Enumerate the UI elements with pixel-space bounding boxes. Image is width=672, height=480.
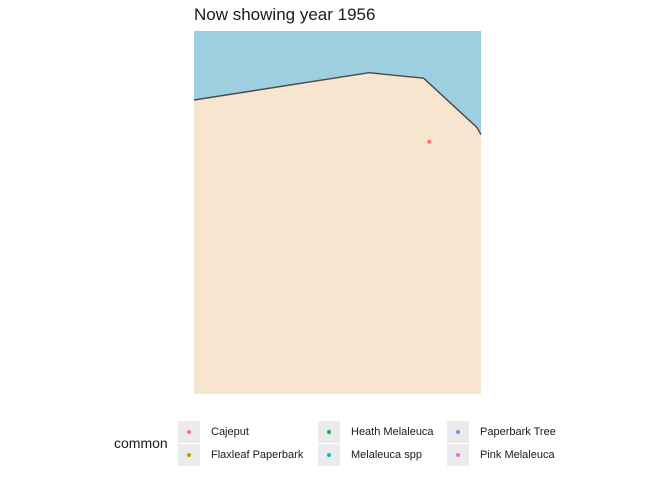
legend-dot-icon [456,430,460,434]
legend-key-melaleuca-spp [318,444,340,466]
coastline [193,71,482,135]
legend-dot-icon [187,453,191,457]
page-title: Now showing year 1956 [194,5,376,24]
legend-key-cajeput [178,421,200,443]
legend-label-cajeput: Cajeput [211,426,249,438]
legend-dot-icon [456,453,460,457]
legend-dot-icon [327,453,331,457]
legend-dot-icon [187,430,191,434]
observation-point [427,139,432,144]
legend-key-pink-melaleuca [447,444,469,466]
land-area [194,72,481,394]
legend-key-paperbark-tree [447,421,469,443]
legend-title: common [114,435,168,451]
legend-label-melaleuca-spp: Melaleuca spp [351,449,422,461]
legend-key-flaxleaf-paperbark [178,444,200,466]
legend-label-flaxleaf-paperbark: Flaxleaf Paperbark [211,449,304,461]
observation-points [427,139,432,144]
legend-key-heath-melaleuca [318,421,340,443]
legend-label-pink-melaleuca: Pink Melaleuca [480,449,555,461]
legend-dot-icon [327,430,331,434]
legend-label-heath-melaleuca: Heath Melaleuca [351,426,434,438]
legend-label-paperbark-tree: Paperbark Tree [480,426,556,438]
